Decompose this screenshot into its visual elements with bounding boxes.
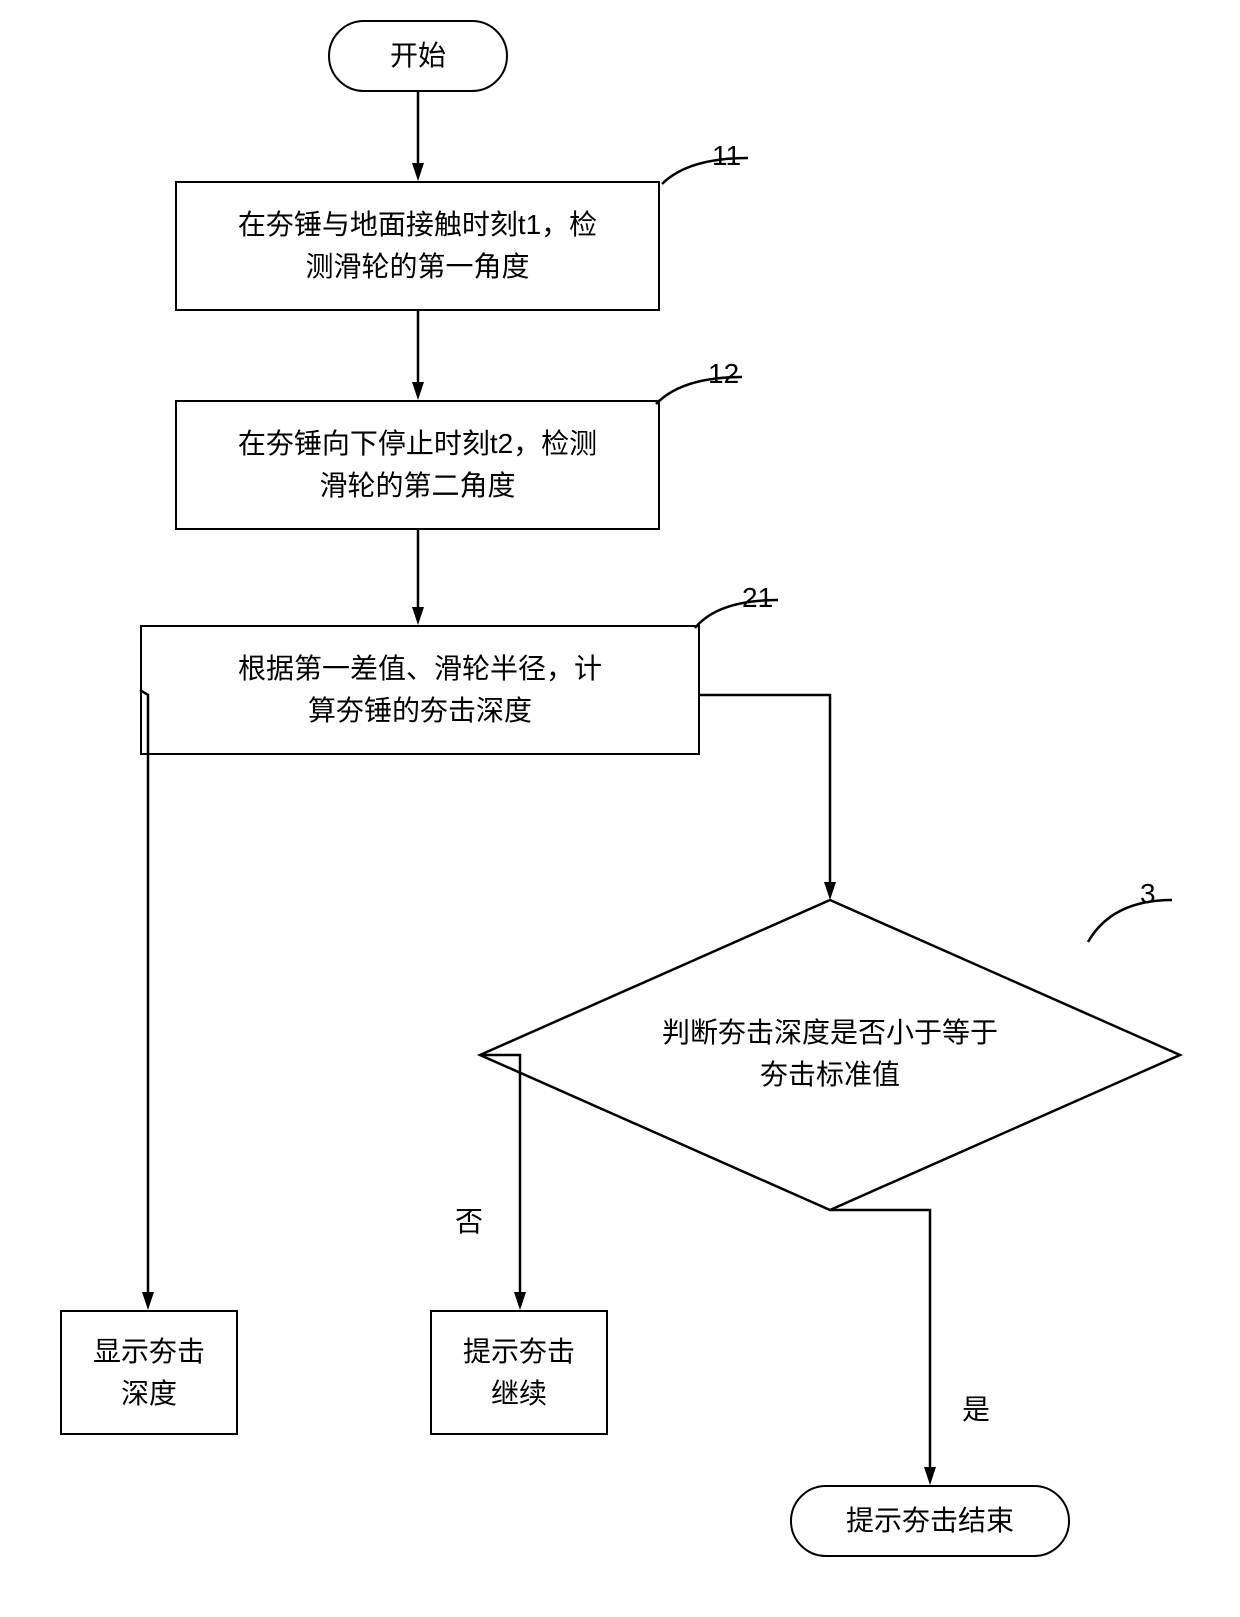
process-21: 根据第一差值、滑轮半径，计 算夯锤的夯击深度 (140, 625, 700, 755)
ref-label-11-text: 11 (712, 140, 741, 171)
arrowhead (412, 607, 424, 625)
arrowhead (824, 882, 836, 900)
continue-text: 提示夯击 继续 (463, 1331, 575, 1415)
process-11-text: 在夯锤与地面接触时刻t1，检 测滑轮的第一角度 (238, 204, 597, 288)
ref-label-12-text: 12 (708, 358, 739, 389)
e-dec-cont (480, 1055, 520, 1294)
ref-label-3-text: 3 (1140, 878, 1156, 909)
ref-label-12: 12 (708, 358, 739, 390)
start-text: 开始 (390, 35, 446, 77)
continue-node: 提示夯击 继续 (430, 1310, 608, 1435)
end-node: 提示夯击结束 (790, 1485, 1070, 1557)
ref-label-3: 3 (1140, 878, 1156, 910)
arrowhead (412, 163, 424, 181)
decision-3-text-wrap: 判断夯击深度是否小于等于 夯击标准值 (560, 1012, 1100, 1096)
branch-label-yes: 是 (962, 1388, 990, 1428)
branch-label-no: 否 (455, 1200, 483, 1240)
branch-label-no-text: 否 (455, 1206, 483, 1237)
leader-ld3 (1088, 900, 1172, 942)
flowchart-canvas: 开始 在夯锤与地面接触时刻t1，检 测滑轮的第一角度 在夯锤向下停止时刻t2，检… (0, 0, 1240, 1617)
process-12-text: 在夯锤向下停止时刻t2，检测 滑轮的第二角度 (238, 423, 597, 507)
display-depth-text: 显示夯击 深度 (93, 1331, 205, 1415)
process-12: 在夯锤向下停止时刻t2，检测 滑轮的第二角度 (175, 400, 660, 530)
ref-label-21: 21 (742, 582, 773, 614)
end-text: 提示夯击结束 (846, 1500, 1014, 1542)
ref-label-11: 11 (712, 140, 741, 172)
display-depth-node: 显示夯击 深度 (60, 1310, 238, 1435)
e-21-display (140, 690, 148, 1294)
e-21-dec (700, 695, 830, 884)
arrowhead (412, 382, 424, 400)
arrowhead (142, 1292, 154, 1310)
process-11: 在夯锤与地面接触时刻t1，检 测滑轮的第一角度 (175, 181, 660, 311)
start-node: 开始 (328, 20, 508, 92)
arrowhead (514, 1292, 526, 1310)
ref-label-21-text: 21 (742, 582, 773, 613)
branch-label-yes-text: 是 (962, 1394, 990, 1425)
decision-3-text: 判断夯击深度是否小于等于 夯击标准值 (662, 1012, 998, 1096)
process-21-text: 根据第一差值、滑轮半径，计 算夯锤的夯击深度 (238, 648, 602, 732)
arrowhead (924, 1467, 936, 1485)
e-dec-end (830, 1210, 930, 1469)
